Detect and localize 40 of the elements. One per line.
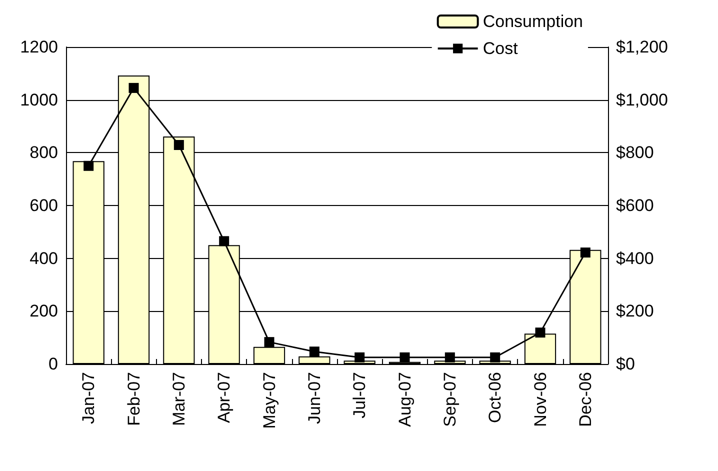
y2-tick-label: $0 (616, 354, 635, 374)
legend-label: Cost (482, 39, 518, 58)
y-tick-label: 0 (48, 354, 58, 374)
x-tick-label: Apr-07 (214, 372, 234, 424)
y-tick-label: 200 (30, 302, 58, 321)
point (444, 352, 455, 362)
x-tick-label: Sep-07 (440, 372, 460, 427)
y-tick-label: 800 (30, 143, 58, 162)
x-tick-label: Oct-06 (486, 372, 505, 424)
y2-tick-label: $800 (616, 143, 654, 162)
x-tick-label: Jun-07 (304, 372, 324, 424)
x-tick-label: Jan-07 (79, 372, 98, 424)
y2-tick-label: $200 (616, 302, 654, 321)
y-tick-label: 1000 (20, 90, 58, 110)
point (264, 337, 274, 348)
point (400, 352, 410, 362)
x-tick-label: Nov-06 (530, 372, 550, 427)
y2-tick-label: $600 (616, 196, 654, 215)
x-tick-label: Mar-07 (169, 372, 188, 426)
y2-tick-label: $400 (616, 248, 654, 268)
point (128, 82, 139, 93)
point (174, 140, 184, 150)
point (535, 328, 546, 338)
x-tick-label: Dec-06 (576, 372, 595, 427)
y2-tick-label: $1,000 (616, 90, 668, 110)
x-tick-label: Jul-07 (350, 372, 370, 418)
point (309, 346, 320, 357)
x-tick-label: Aug-07 (395, 372, 414, 427)
point (219, 236, 230, 246)
x-tick-label: Feb-07 (124, 372, 144, 426)
y-tick-label: 1200 (20, 38, 58, 56)
x-tick-label: May-07 (260, 372, 279, 429)
y-tick-label: 400 (30, 248, 58, 268)
point (490, 352, 500, 362)
legend-label: Consumption (482, 12, 584, 31)
y2-tick-label: $1,200 (616, 38, 668, 56)
point (84, 160, 94, 171)
point (580, 248, 590, 258)
point (354, 352, 365, 362)
y-tick-label: 600 (30, 196, 58, 215)
